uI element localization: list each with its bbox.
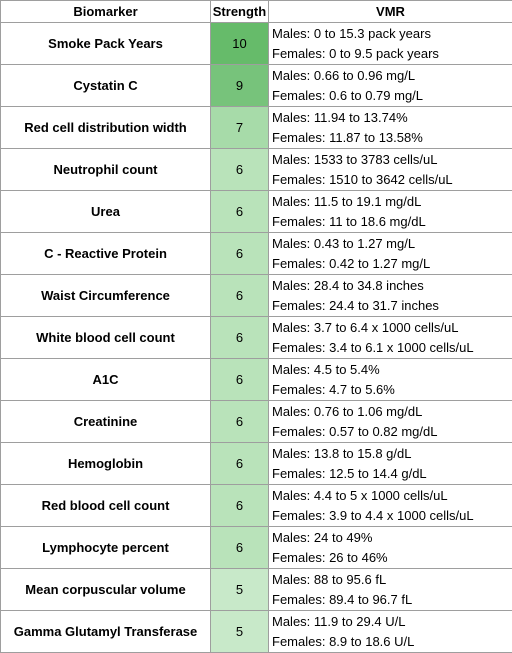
vmr-females: Females: 8.9 to 18.6 U/L: [272, 632, 512, 652]
header-vmr: VMR: [269, 1, 512, 23]
biomarker-cell: Gamma Glutamyl Transferase: [1, 611, 211, 653]
strength-cell: 9: [211, 65, 269, 107]
vmr-cell: Males: 11.94 to 13.74%Females: 11.87 to …: [269, 107, 512, 149]
biomarker-cell: White blood cell count: [1, 317, 211, 359]
vmr-males: Males: 0 to 15.3 pack years: [272, 24, 512, 44]
vmr-females: Females: 3.4 to 6.1 x 1000 cells/uL: [272, 338, 512, 358]
vmr-females: Females: 0.57 to 0.82 mg/dL: [272, 422, 512, 442]
strength-cell: 5: [211, 569, 269, 611]
vmr-males: Males: 13.8 to 15.8 g/dL: [272, 444, 512, 464]
biomarker-cell: A1C: [1, 359, 211, 401]
header-biomarker: Biomarker: [1, 1, 211, 23]
vmr-females: Females: 3.9 to 4.4 x 1000 cells/uL: [272, 506, 512, 526]
biomarker-cell: Red cell distribution width: [1, 107, 211, 149]
vmr-males: Males: 0.43 to 1.27 mg/L: [272, 234, 512, 254]
vmr-females: Females: 0 to 9.5 pack years: [272, 44, 512, 64]
vmr-females: Females: 1510 to 3642 cells/uL: [272, 170, 512, 190]
vmr-males: Males: 1533 to 3783 cells/uL: [272, 150, 512, 170]
vmr-males: Males: 88 to 95.6 fL: [272, 570, 512, 590]
biomarker-cell: Hemoglobin: [1, 443, 211, 485]
biomarker-cell: Lymphocyte percent: [1, 527, 211, 569]
vmr-males: Males: 4.5 to 5.4%: [272, 360, 512, 380]
biomarker-cell: Creatinine: [1, 401, 211, 443]
vmr-cell: Males: 4.5 to 5.4%Females: 4.7 to 5.6%: [269, 359, 512, 401]
vmr-females: Females: 0.42 to 1.27 mg/L: [272, 254, 512, 274]
biomarker-cell: C - Reactive Protein: [1, 233, 211, 275]
biomarker-cell: Smoke Pack Years: [1, 23, 211, 65]
strength-cell: 5: [211, 611, 269, 653]
strength-cell: 6: [211, 233, 269, 275]
strength-cell: 6: [211, 317, 269, 359]
vmr-females: Females: 11 to 18.6 mg/dL: [272, 212, 512, 232]
strength-cell: 6: [211, 527, 269, 569]
vmr-males: Males: 0.66 to 0.96 mg/L: [272, 66, 512, 86]
vmr-females: Females: 4.7 to 5.6%: [272, 380, 512, 400]
vmr-males: Males: 24 to 49%: [272, 528, 512, 548]
strength-cell: 6: [211, 149, 269, 191]
vmr-males: Males: 11.94 to 13.74%: [272, 108, 512, 128]
biomarker-cell: Neutrophil count: [1, 149, 211, 191]
biomarker-cell: Cystatin C: [1, 65, 211, 107]
vmr-females: Females: 26 to 46%: [272, 548, 512, 568]
vmr-females: Females: 0.6 to 0.79 mg/L: [272, 86, 512, 106]
vmr-males: Males: 11.5 to 19.1 mg/dL: [272, 192, 512, 212]
biomarker-cell: Mean corpuscular volume: [1, 569, 211, 611]
strength-cell: 10: [211, 23, 269, 65]
strength-cell: 6: [211, 191, 269, 233]
vmr-females: Females: 11.87 to 13.58%: [272, 128, 512, 148]
strength-cell: 6: [211, 401, 269, 443]
strength-cell: 6: [211, 275, 269, 317]
vmr-males: Males: 28.4 to 34.8 inches: [272, 276, 512, 296]
strength-cell: 6: [211, 443, 269, 485]
header-strength: Strength: [211, 1, 269, 23]
vmr-males: Males: 0.76 to 1.06 mg/dL: [272, 402, 512, 422]
biomarker-cell: Red blood cell count: [1, 485, 211, 527]
vmr-males: Males: 11.9 to 29.4 U/L: [272, 612, 512, 632]
strength-cell: 7: [211, 107, 269, 149]
strength-cell: 6: [211, 359, 269, 401]
biomarker-cell: Urea: [1, 191, 211, 233]
strength-cell: 6: [211, 485, 269, 527]
vmr-females: Females: 89.4 to 96.7 fL: [272, 590, 512, 610]
vmr-cell: Males: 24 to 49%Females: 26 to 46%: [269, 527, 512, 569]
vmr-females: Females: 24.4 to 31.7 inches: [272, 296, 512, 316]
vmr-males: Males: 3.7 to 6.4 x 1000 cells/uL: [272, 318, 512, 338]
vmr-females: Females: 12.5 to 14.4 g/dL: [272, 464, 512, 484]
header-row: Biomarker Strength VMR: [1, 1, 512, 23]
biomarker-cell: Waist Circumference: [1, 275, 211, 317]
vmr-males: Males: 4.4 to 5 x 1000 cells/uL: [272, 486, 512, 506]
